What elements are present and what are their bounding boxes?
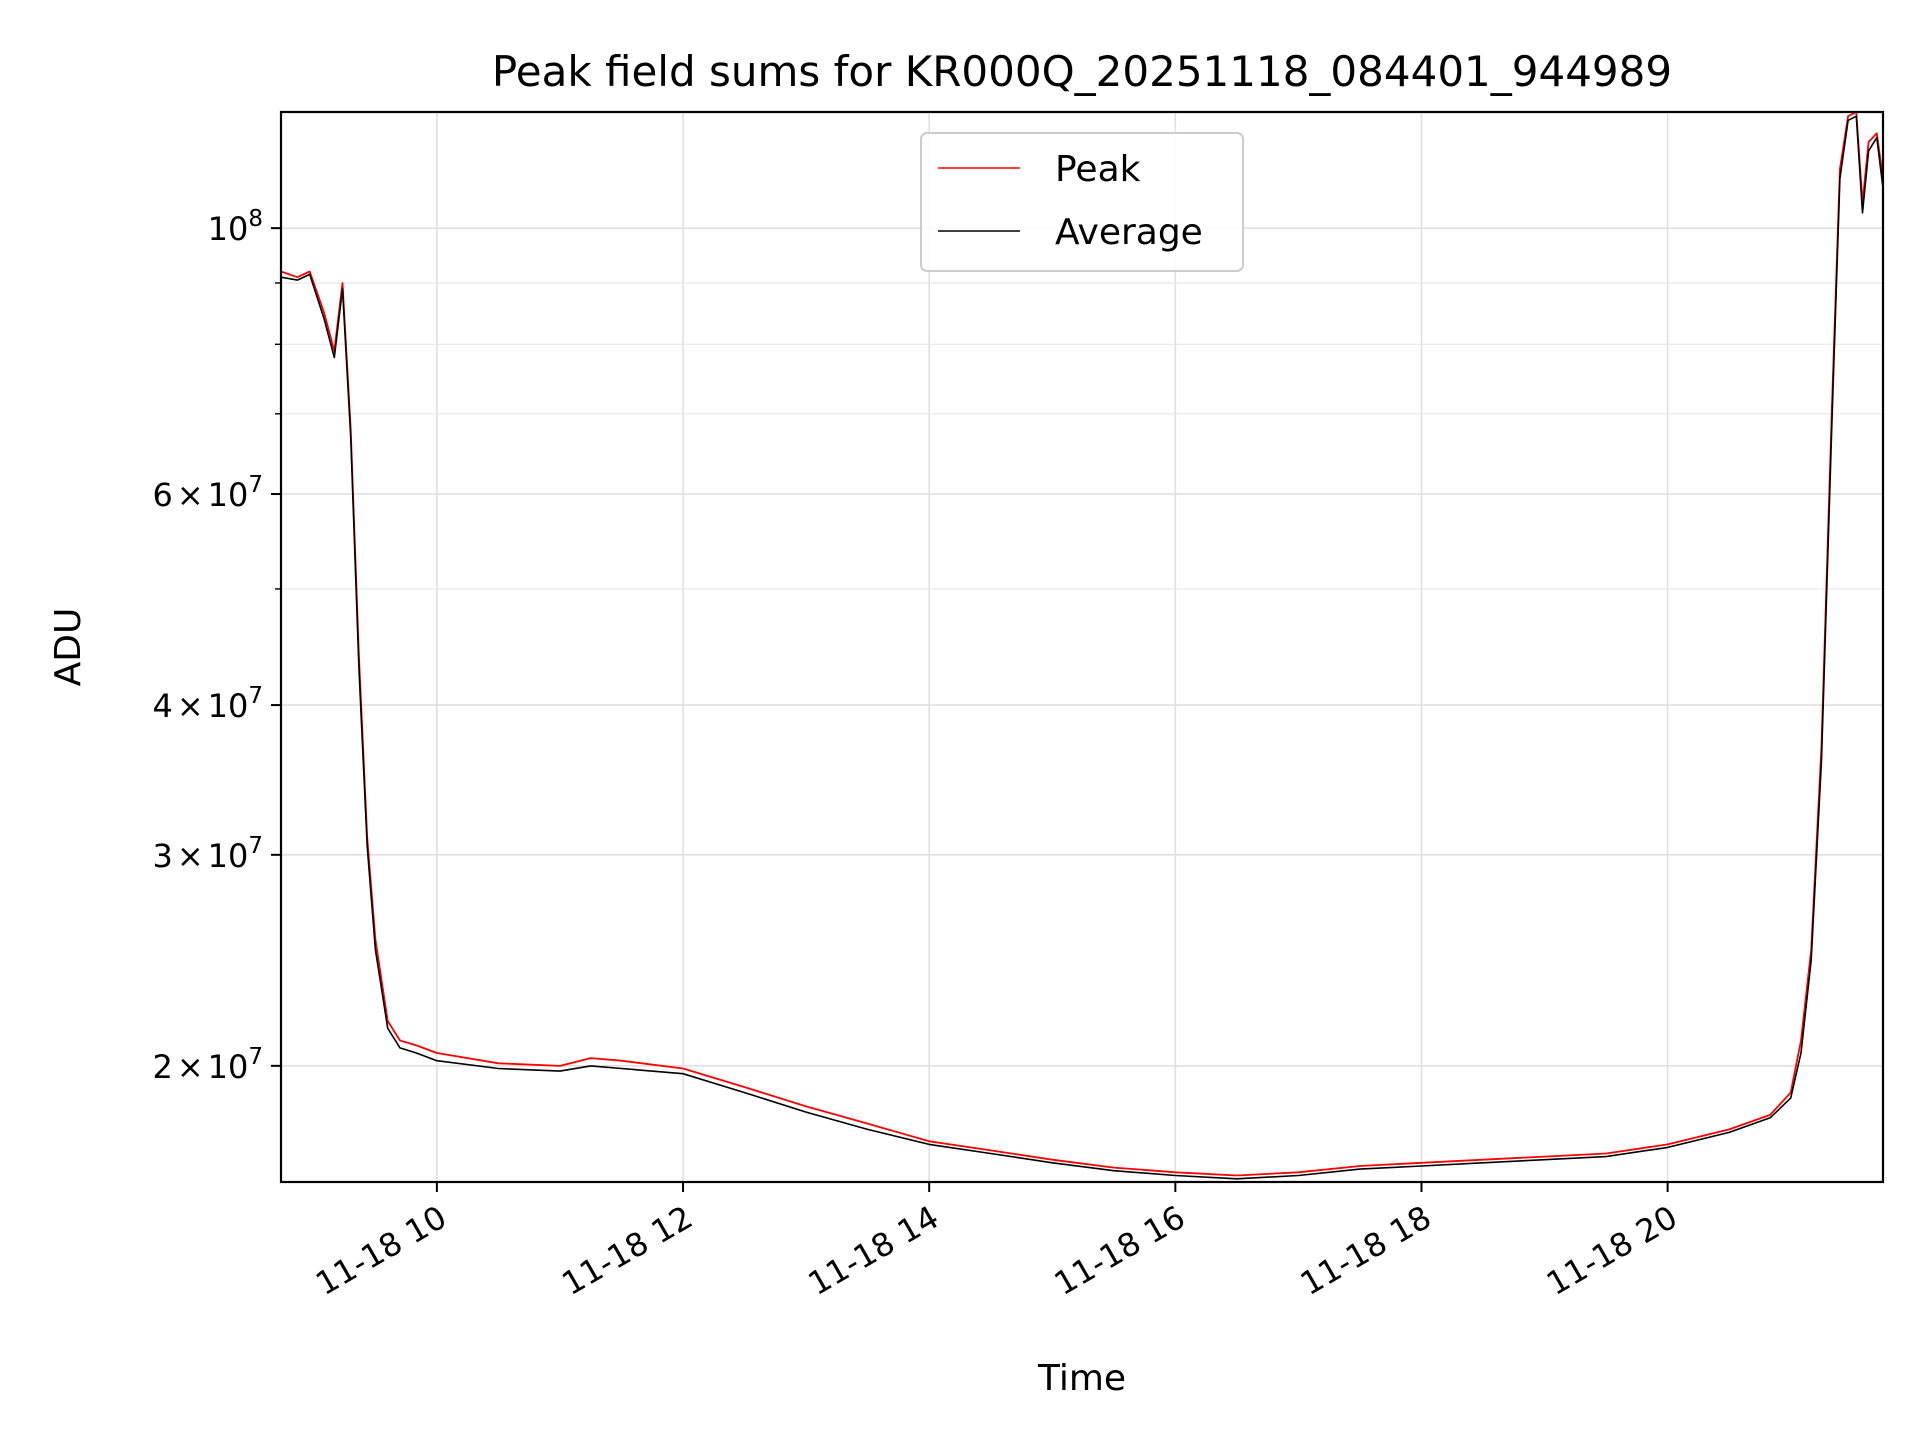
y-tick-label: 6 × 107 — [152, 472, 263, 514]
legend: Peak Average — [920, 132, 1244, 272]
series-layer — [280, 111, 1884, 1180]
y-axis-label: ADU — [48, 608, 89, 687]
grid — [281, 112, 1883, 1182]
y-tick-label: 108 — [208, 206, 263, 248]
plot-frame — [279, 110, 1885, 1184]
y-tick-label: 4 × 107 — [152, 683, 263, 725]
chart-title: Peak field sums for KR000Q_20251118_0844… — [492, 47, 1672, 96]
x-axis-label: Time — [1037, 1358, 1126, 1399]
legend-label-peak: Peak — [1055, 149, 1141, 190]
y-tick-label: 3 × 107 — [152, 833, 263, 875]
series-line-average — [280, 115, 1884, 1180]
legend-label-average: Average — [1055, 212, 1203, 253]
y-tick-label: 2 × 107 — [152, 1044, 263, 1086]
